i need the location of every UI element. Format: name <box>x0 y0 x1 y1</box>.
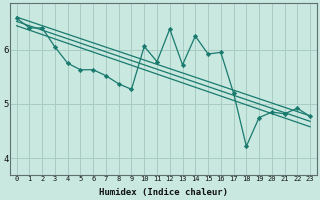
X-axis label: Humidex (Indice chaleur): Humidex (Indice chaleur) <box>99 188 228 197</box>
